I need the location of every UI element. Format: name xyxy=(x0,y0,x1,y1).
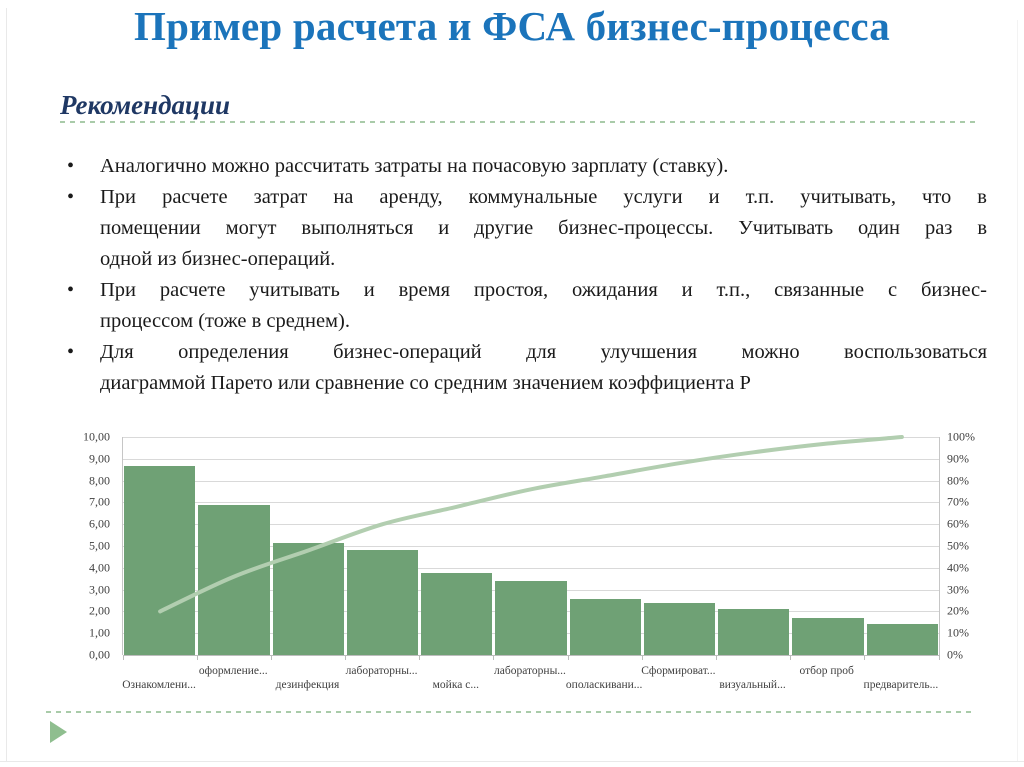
category-label: Ознакомлени... xyxy=(122,679,196,691)
right-axis-tick: 10% xyxy=(947,625,969,640)
right-axis-tick: 20% xyxy=(947,603,969,618)
bar-series xyxy=(123,437,939,655)
left-axis-tick: 10,00 xyxy=(83,429,110,444)
bar xyxy=(643,602,716,655)
bar xyxy=(198,504,270,655)
right-axis-tick: 70% xyxy=(947,494,969,509)
slide-title: Пример расчета и ФСА бизнес-процесса xyxy=(133,3,890,49)
left-axis-tick: 8,00 xyxy=(89,473,110,488)
slide-right-border xyxy=(1017,20,1018,761)
bar xyxy=(124,466,196,655)
right-axis-tick: 100% xyxy=(947,429,975,444)
bullet-item: • Для определения бизнес-операций для улу… xyxy=(62,337,987,399)
left-axis-tick: 2,00 xyxy=(89,603,110,618)
right-axis-labels: 100% 90% 80% 70% 60% 50% 40% 30% 20% 10% 0% xyxy=(947,430,991,662)
bar xyxy=(718,609,790,655)
section-heading: Рекомендации xyxy=(60,90,231,120)
chart-plot-area xyxy=(122,435,940,660)
left-axis-tick: 7,00 xyxy=(89,494,110,509)
category-label: лабораторны... xyxy=(494,665,566,677)
bullet-marker: • xyxy=(67,279,75,301)
bar xyxy=(866,624,938,655)
category-label: визуальный... xyxy=(719,679,786,691)
bar xyxy=(421,573,493,655)
bullet-text-line: диаграммой Парето или сравнение со средн… xyxy=(100,372,751,394)
left-axis-tick: 9,00 xyxy=(89,451,110,466)
bar xyxy=(569,599,641,655)
right-axis-tick: 50% xyxy=(947,538,969,553)
bar xyxy=(792,617,864,655)
bullet-text-line: При расчете учитывать и время простоя, о… xyxy=(100,279,987,301)
category-label: ополаскивани... xyxy=(565,679,643,691)
bullet-text-line: Для определения бизнес-операций для улуч… xyxy=(100,341,987,363)
category-labels: Ознакомлени... оформление... дезинфекция ла… xyxy=(122,664,938,698)
bullet-marker: • xyxy=(67,155,75,177)
left-axis-labels: 10,00 9,00 8,00 7,00 6,00 5,00 4,00 3,00 2,00 1,0… xyxy=(68,430,114,662)
category-label: оформление... xyxy=(198,665,268,677)
bullet-item: • При расчете затрат на аренду, коммуналь… xyxy=(62,182,987,275)
left-axis-tick: 1,00 xyxy=(89,625,110,640)
bullet-item: • Аналогично можно рассчитать затраты на … xyxy=(62,151,987,182)
bullet-text-line: процессом (тоже в среднем). xyxy=(100,310,350,332)
category-label: Сформироват... xyxy=(641,665,716,677)
category-label: лабораторны... xyxy=(345,665,418,677)
category-label: предваритель... xyxy=(863,679,939,691)
slide-left-border xyxy=(6,8,7,761)
category-label: мойка с... xyxy=(432,679,479,691)
left-axis-tick: 3,00 xyxy=(89,582,110,597)
right-axis-tick: 0% xyxy=(947,647,963,662)
bullet-marker: • xyxy=(67,186,75,208)
right-axis-tick: 90% xyxy=(947,451,969,466)
bullet-marker: • xyxy=(67,341,75,363)
bullet-text-line: помещении могут выполняться и другие биз… xyxy=(100,217,987,239)
pareto-chart: 10,00 9,00 8,00 7,00 6,00 5,00 4,00 3,00 2,00 1,0… xyxy=(68,428,980,703)
bar xyxy=(495,580,567,655)
bullet-item: • При расчете учитывать и время простоя, … xyxy=(62,275,987,337)
left-axis-tick: 0,00 xyxy=(89,647,110,662)
bullet-text-line: одной из бизнес-операций. xyxy=(100,248,336,270)
left-axis-tick: 5,00 xyxy=(89,538,110,553)
bullet-text-line: Аналогично можно рассчитать затраты на п… xyxy=(100,155,729,177)
right-axis-tick: 80% xyxy=(947,473,969,488)
category-label: дезинфекция xyxy=(275,679,340,691)
category-label: отбор проб xyxy=(799,665,854,677)
heading-divider xyxy=(60,121,975,123)
left-axis-tick: 4,00 xyxy=(89,560,110,575)
right-axis-tick: 30% xyxy=(947,582,969,597)
left-axis-tick: 6,00 xyxy=(89,516,110,531)
bullet-list: • Аналогично можно рассчитать затраты на … xyxy=(62,151,987,399)
bar xyxy=(346,550,419,655)
footer-divider xyxy=(46,711,976,713)
bar xyxy=(272,542,344,655)
slide-bottom-border xyxy=(0,761,1024,762)
right-axis-tick: 60% xyxy=(947,516,969,531)
right-axis-tick: 40% xyxy=(947,560,969,575)
footer-arrow-icon xyxy=(50,721,67,743)
bullet-text-line: При расчете затрат на аренду, коммунальн… xyxy=(100,186,987,208)
